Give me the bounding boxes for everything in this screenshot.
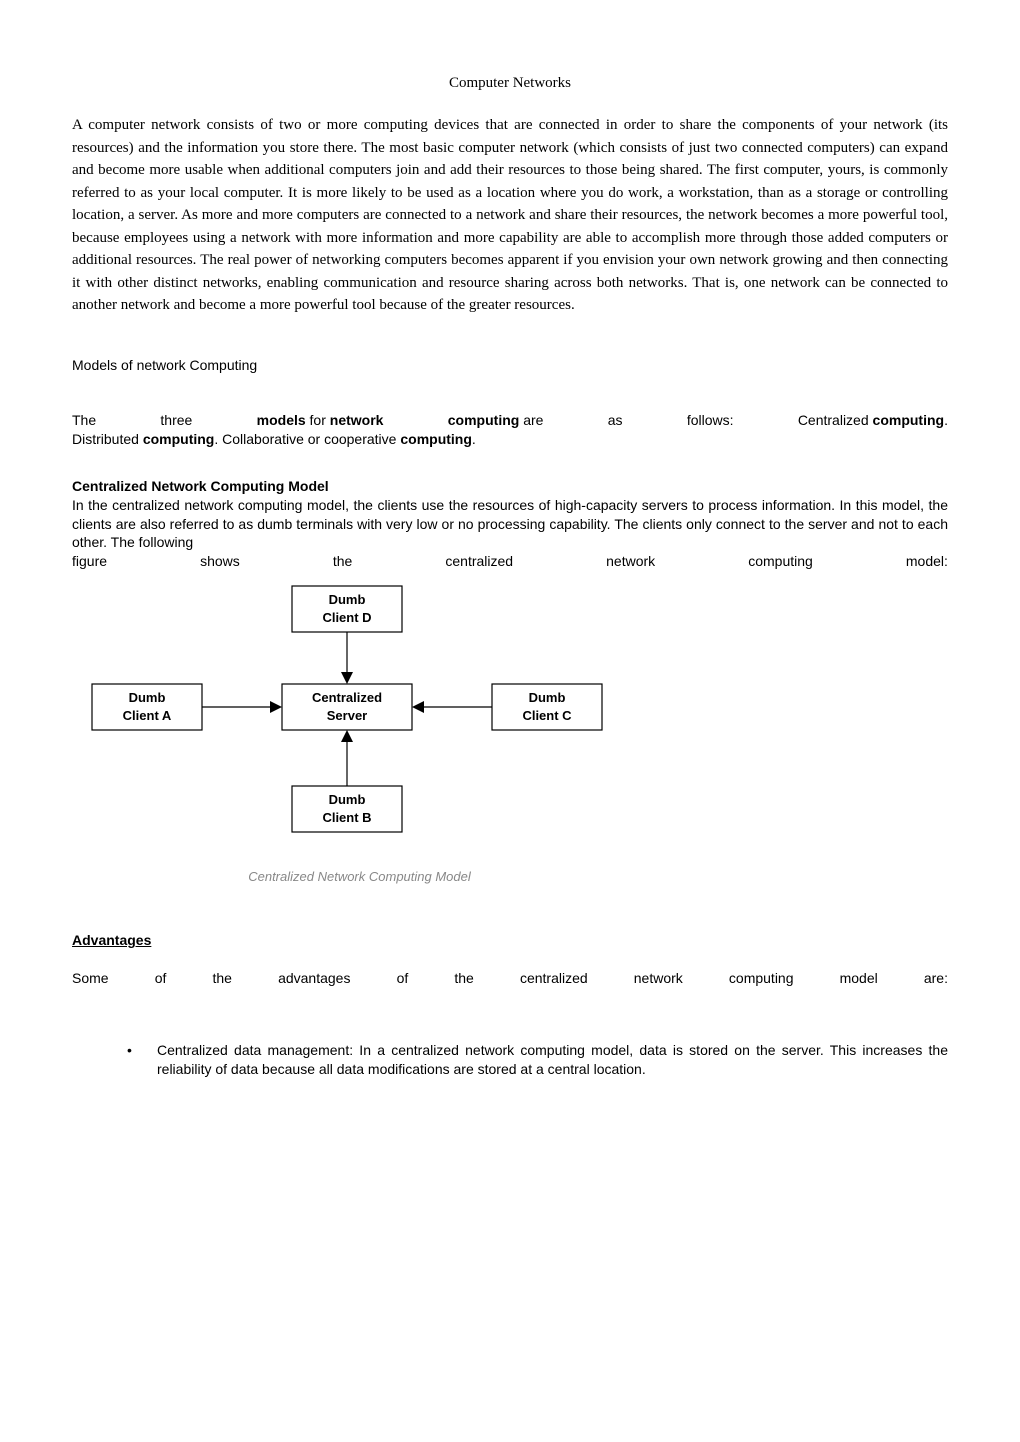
- text: computing: [400, 431, 472, 447]
- page-title: Computer Networks: [72, 75, 948, 92]
- text: Some: [72, 970, 109, 986]
- text: three: [160, 411, 192, 431]
- text: In the centralized network computing mod…: [72, 497, 948, 551]
- text: The: [72, 411, 96, 431]
- diagram-caption: Centralized Network Computing Model: [72, 869, 647, 884]
- text: of: [155, 970, 167, 986]
- node-label: Dumb: [329, 592, 366, 607]
- text: .: [472, 431, 476, 447]
- node-label: Client A: [123, 708, 172, 723]
- models-description: The three models for network computing a…: [72, 411, 948, 450]
- bullet-icon: •: [127, 1041, 157, 1079]
- node-label: Dumb: [129, 690, 166, 705]
- text: computing: [729, 970, 794, 986]
- text: computing are: [448, 411, 544, 431]
- text: Centralized computing.: [798, 411, 948, 431]
- node-label: Client D: [322, 610, 371, 625]
- text: are:: [924, 970, 948, 986]
- text: of: [397, 970, 409, 986]
- text: network: [634, 970, 683, 986]
- text: Distributed: [72, 431, 143, 447]
- text: the: [333, 552, 352, 571]
- text: computing: [748, 552, 813, 571]
- bullet-text: Centralized data management: In a centra…: [157, 1041, 948, 1079]
- text: figure: [72, 552, 107, 571]
- text: network: [606, 552, 655, 571]
- intro-paragraph: A computer network consists of two or mo…: [72, 114, 948, 317]
- node-label: Dumb: [529, 690, 566, 705]
- arrow-head-icon: [341, 672, 353, 684]
- text: as: [608, 411, 623, 431]
- node-label: Centralized: [312, 690, 382, 705]
- arrow-head-icon: [341, 730, 353, 742]
- text: centralized: [520, 970, 588, 986]
- text: advantages: [278, 970, 350, 986]
- arrow-head-icon: [270, 701, 282, 713]
- text: model: [840, 970, 878, 986]
- centralized-heading: Centralized Network Computing Model: [72, 478, 948, 494]
- text: centralized: [445, 552, 513, 571]
- arrow-head-icon: [412, 701, 424, 713]
- diagram: Dumb Client D Dumb Client A Centralized …: [72, 576, 647, 884]
- text: follows:: [687, 411, 734, 431]
- text: the: [454, 970, 473, 986]
- text: computing: [143, 431, 215, 447]
- network-diagram-svg: Dumb Client D Dumb Client A Centralized …: [72, 576, 647, 856]
- advantages-heading: Advantages: [72, 932, 948, 948]
- node-label: Client C: [522, 708, 572, 723]
- text: . Collaborative or cooperative: [214, 431, 400, 447]
- list-item: • Centralized data management: In a cent…: [72, 1041, 948, 1079]
- advantages-intro: Some of the advantages of the centralize…: [72, 970, 948, 986]
- models-heading: Models of network Computing: [72, 357, 948, 373]
- text: model:: [906, 552, 948, 571]
- text: the: [212, 970, 231, 986]
- node-label: Client B: [322, 810, 371, 825]
- node-label: Server: [327, 708, 367, 723]
- centralized-paragraph: In the centralized network computing mod…: [72, 496, 948, 572]
- text: shows: [200, 552, 240, 571]
- node-label: Dumb: [329, 792, 366, 807]
- text: models for network: [257, 411, 384, 431]
